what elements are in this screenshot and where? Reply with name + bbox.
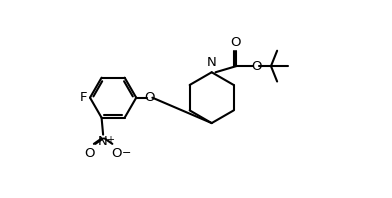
Text: O: O (251, 60, 261, 73)
Text: F: F (80, 91, 88, 104)
Text: −: − (122, 148, 131, 158)
Text: N: N (98, 135, 107, 148)
Text: +: + (106, 135, 114, 145)
Text: O: O (84, 147, 94, 160)
Text: O: O (230, 36, 241, 49)
Text: N: N (207, 56, 216, 69)
Text: O: O (112, 147, 122, 160)
Text: O: O (144, 91, 154, 104)
